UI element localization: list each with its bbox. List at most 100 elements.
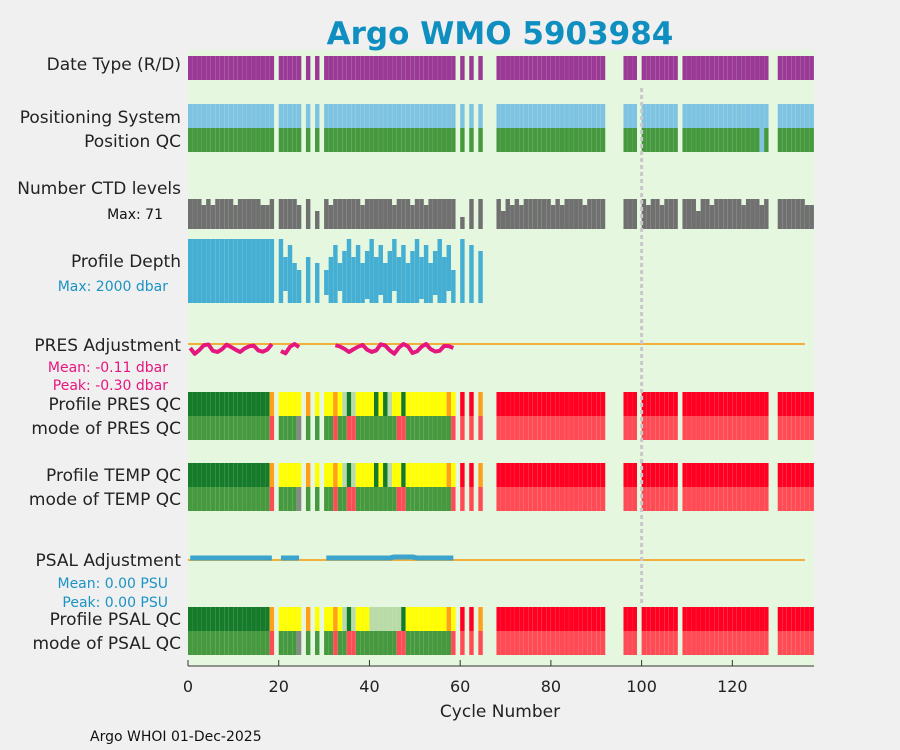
profile-psal-qc-bar [414,607,420,631]
profile-pres-qc-bar [428,392,433,416]
ctd-levels-bar [646,205,651,229]
mode-temp-qc-bar [278,487,284,511]
mode-temp-qc-bar [315,487,320,511]
label-depth-max: Max: 2000 dbar [58,279,169,295]
mode-temp-qc-bar [564,487,569,511]
profile-psal-qc-bar [228,607,234,631]
profile-psal-qc-bar [260,607,266,631]
profile-temp-qc-bar [292,463,297,487]
mode-pres-qc-bar [809,416,814,440]
profile-pres-qc-bar [242,392,247,416]
positioning-system-bar [800,104,805,128]
position-qc-bar [559,128,565,152]
ctd-levels-bar [378,199,383,229]
mode-temp-qc-bar [265,487,270,511]
ctd-levels-bar [523,199,529,229]
positioning-system-bar [755,104,760,128]
profile-pres-qc-bar [360,392,365,416]
profile-pres-qc-bar [201,392,207,416]
profile-temp-qc-bar [324,463,329,487]
label-psal-adjustment: PSAL Adjustment [36,551,182,571]
profile-temp-qc-bar [668,463,674,487]
profile-depth-bar [469,245,474,303]
mode-temp-qc-bar [723,487,728,511]
mode-psal-qc-bar [215,631,220,655]
profile-psal-qc-bar [192,607,197,631]
profile-psal-qc-bar [315,607,320,631]
position-qc-bar [546,128,551,152]
mode-psal-qc-bar [496,631,501,655]
position-qc-bar [632,128,637,152]
ctd-levels-bar [501,211,506,229]
mode-temp-qc-bar [682,487,687,511]
date-type-bar [446,56,452,80]
positioning-system-bar [532,104,538,128]
profile-depth-bar [197,239,202,303]
ctd-levels-bar [351,199,356,229]
position-qc-bar [401,128,406,152]
ctd-levels-bar [373,199,379,229]
profile-temp-qc-bar [804,463,810,487]
profile-pres-qc-bar [700,392,706,416]
profile-temp-qc-bar [777,463,783,487]
profile-pres-qc-bar [587,392,592,416]
profile-depth-bar [233,239,238,303]
mode-pres-qc-bar [691,416,696,440]
mode-temp-qc-bar [446,487,452,511]
mode-temp-qc-bar [591,487,597,511]
profile-psal-qc-bar [782,607,787,631]
profile-temp-qc-bar [423,463,429,487]
position-qc-bar [392,128,397,152]
psal-adjustment-series [326,554,454,561]
mode-temp-qc-bar [514,487,520,511]
date-type-bar [809,56,814,80]
profile-temp-qc-bar [573,463,579,487]
ctd-levels-bar [269,199,275,229]
date-type-bar [292,56,297,80]
mode-temp-qc-bar [342,487,347,511]
profile-temp-qc-bar [732,463,737,487]
mode-temp-qc-bar [718,487,724,511]
position-qc-bar [755,128,760,152]
profile-depth-bar [296,270,302,303]
position-qc-bar [523,128,529,152]
profile-pres-qc-bar [346,392,352,416]
profile-temp-qc-bar [655,463,660,487]
profile-temp-qc-bar [741,463,746,487]
profile-depth-bar [405,263,411,303]
profile-depth-bar [278,239,284,303]
mode-temp-qc-bar [260,487,266,511]
ctd-levels-bar [582,205,588,229]
profile-psal-qc-bar [646,607,651,631]
profile-pres-qc-bar [328,392,334,416]
profile-pres-qc-bar [523,392,529,416]
position-qc-bar [555,128,560,152]
positioning-system-bar [278,104,284,128]
ctd-levels-bar [750,199,755,229]
profile-psal-qc-bar [496,607,501,631]
ctd-levels-bar [682,199,687,229]
profile-temp-qc-bar [387,463,393,487]
position-qc-bar [405,128,411,152]
positioning-system-bar [696,104,701,128]
mode-temp-qc-bar [700,487,706,511]
positioning-system-bar [782,104,787,128]
date-type-bar [804,56,810,80]
profile-depth-bar [428,263,433,303]
ctd-levels-bar [405,199,411,229]
mode-psal-qc-bar [265,631,270,655]
profile-temp-qc-bar [364,463,370,487]
profile-pres-qc-bar [405,392,411,416]
date-type-bar [696,56,701,80]
position-qc-bar [510,128,515,152]
profile-pres-qc-bar [305,392,311,416]
mode-pres-qc-bar [437,416,442,440]
mode-temp-qc-bar [519,487,524,511]
pres-adjustment-series [280,342,301,356]
mode-temp-qc-bar [496,487,501,511]
mode-psal-qc-bar [591,631,597,655]
profile-pres-qc-bar [800,392,805,416]
ctd-levels-bar [804,205,810,229]
mode-pres-qc-bar [378,416,383,440]
mode-psal-qc-bar [242,631,247,655]
